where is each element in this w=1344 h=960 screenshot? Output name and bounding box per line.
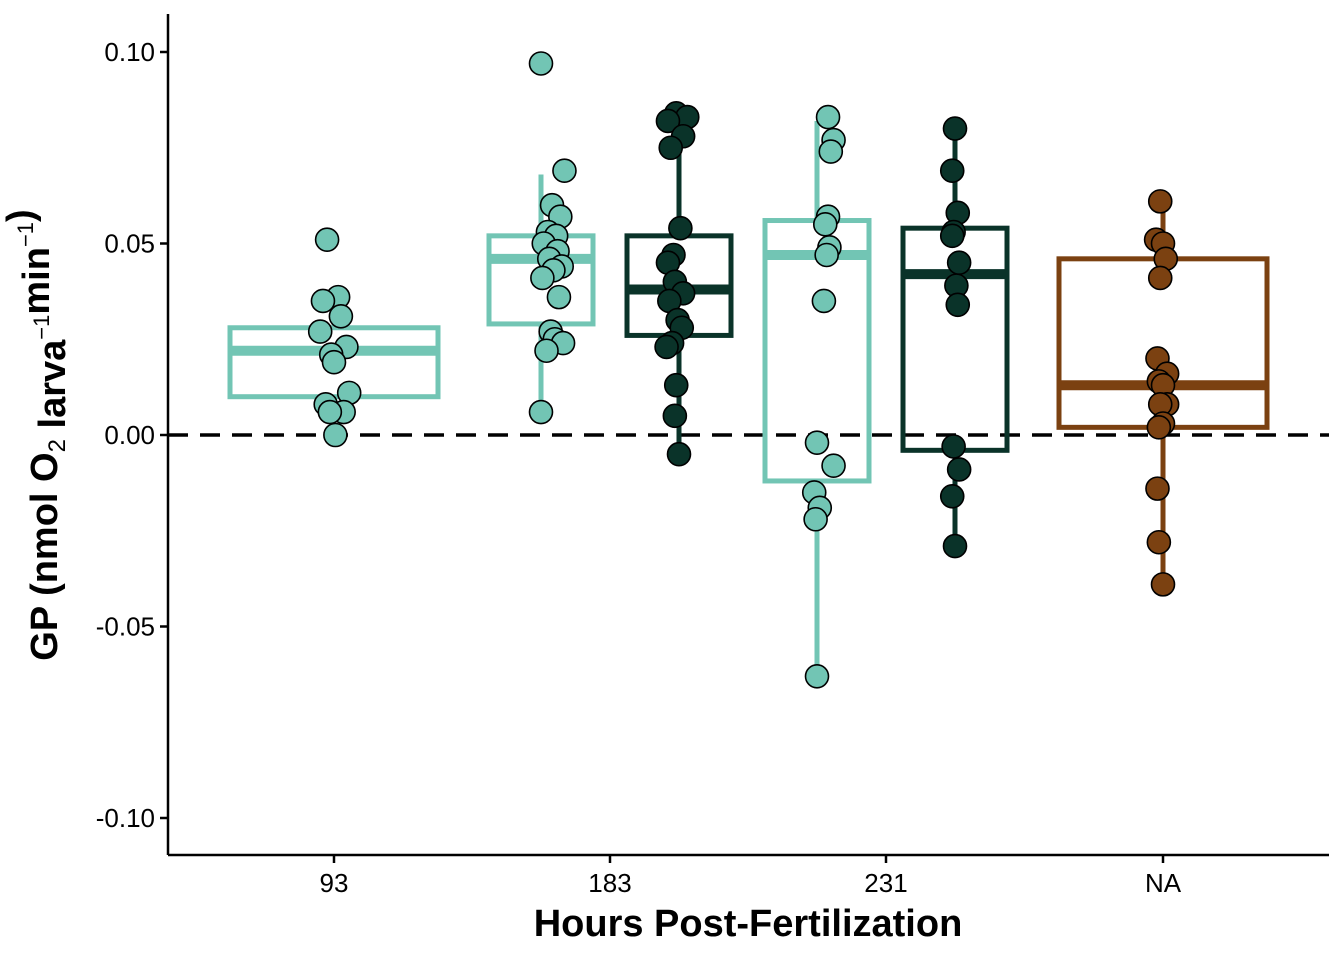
axes: -0.10 -0.05 0.00 0.05 0.10 93 183 231 NA (96, 14, 1329, 898)
data-point-93-light (321, 349, 347, 375)
data-point-183-dark (668, 215, 693, 241)
data-point-231-light (812, 212, 838, 237)
data-point-93-light (314, 227, 340, 252)
y-title-part: −1 (13, 222, 38, 247)
data-point-231-dark (942, 533, 968, 559)
data-point-231-dark (939, 483, 965, 509)
box-231-light (762, 120, 872, 677)
y-tick-label: 0.10 (104, 37, 155, 67)
data-point-NA-brown (1146, 415, 1172, 440)
data-point-NA-brown (1147, 265, 1173, 291)
data-point-231-dark (939, 223, 965, 249)
data-point-NA-brown (1150, 572, 1176, 597)
y-title-part: 2 (44, 439, 71, 452)
x-tick-label: 93 (320, 868, 349, 898)
plot-area (168, 51, 1329, 689)
box-231-dark (900, 128, 1010, 547)
data-point-183-dark (658, 135, 684, 161)
data-point-183-light (546, 284, 572, 310)
data-point-231-light (803, 506, 828, 532)
data-point-183-dark (654, 334, 679, 360)
y-axis-title: GP (nmol O2 larva−1min−1) (0, 209, 74, 660)
data-point-183-dark (655, 108, 681, 134)
data-point-183-light (552, 158, 577, 184)
y-tick-label: -0.10 (96, 803, 155, 833)
data-point-93-light (310, 288, 336, 314)
data-point-231-dark (946, 457, 972, 482)
y-title-part: min (16, 247, 58, 315)
data-point-231-dark (945, 292, 971, 318)
data-point-93-light (317, 399, 343, 425)
x-tick-label: NA (1145, 868, 1182, 898)
data-point-183-dark (663, 372, 689, 398)
x-tick-label: 183 (588, 868, 631, 898)
data-point-231-dark (942, 116, 968, 141)
data-point-NA-brown (1145, 476, 1170, 501)
data-point-93-light (323, 422, 348, 448)
data-point-231-light (821, 453, 846, 478)
data-point-231-light (815, 104, 841, 130)
data-point-183-light (528, 51, 554, 76)
data-point-93-light (307, 319, 333, 344)
data-point-183-light (530, 265, 555, 291)
data-point-231-light (814, 242, 839, 268)
data-point-183-dark (666, 441, 692, 467)
data-point-231-dark (941, 434, 966, 459)
y-title-part: larva (32, 339, 74, 439)
data-point-183-light (534, 338, 559, 364)
data-point-231-light (811, 288, 837, 314)
y-title-part: GP (nmol O (24, 452, 66, 660)
data-point-NA-brown (1146, 529, 1172, 555)
x-tick-label: 231 (864, 868, 907, 898)
data-point-183-light (528, 399, 554, 425)
data-point-231-light (804, 663, 830, 689)
y-tick-label: 0.00 (104, 420, 155, 450)
data-point-231-light (804, 430, 830, 455)
data-point-NA-brown (1147, 189, 1173, 214)
y-tick-label: -0.05 (96, 612, 155, 642)
x-axis-title: Hours Post-Fertilization (534, 903, 963, 945)
y-title-part: −1 (29, 315, 54, 340)
data-point-231-dark (939, 158, 965, 184)
y-title-part: ) (0, 209, 42, 222)
y-tick-label: 0.05 (104, 229, 155, 259)
data-point-231-light (818, 139, 844, 164)
data-point-183-dark (662, 403, 688, 429)
data-point-93-light (328, 303, 354, 329)
data-point-231-dark (946, 250, 972, 275)
